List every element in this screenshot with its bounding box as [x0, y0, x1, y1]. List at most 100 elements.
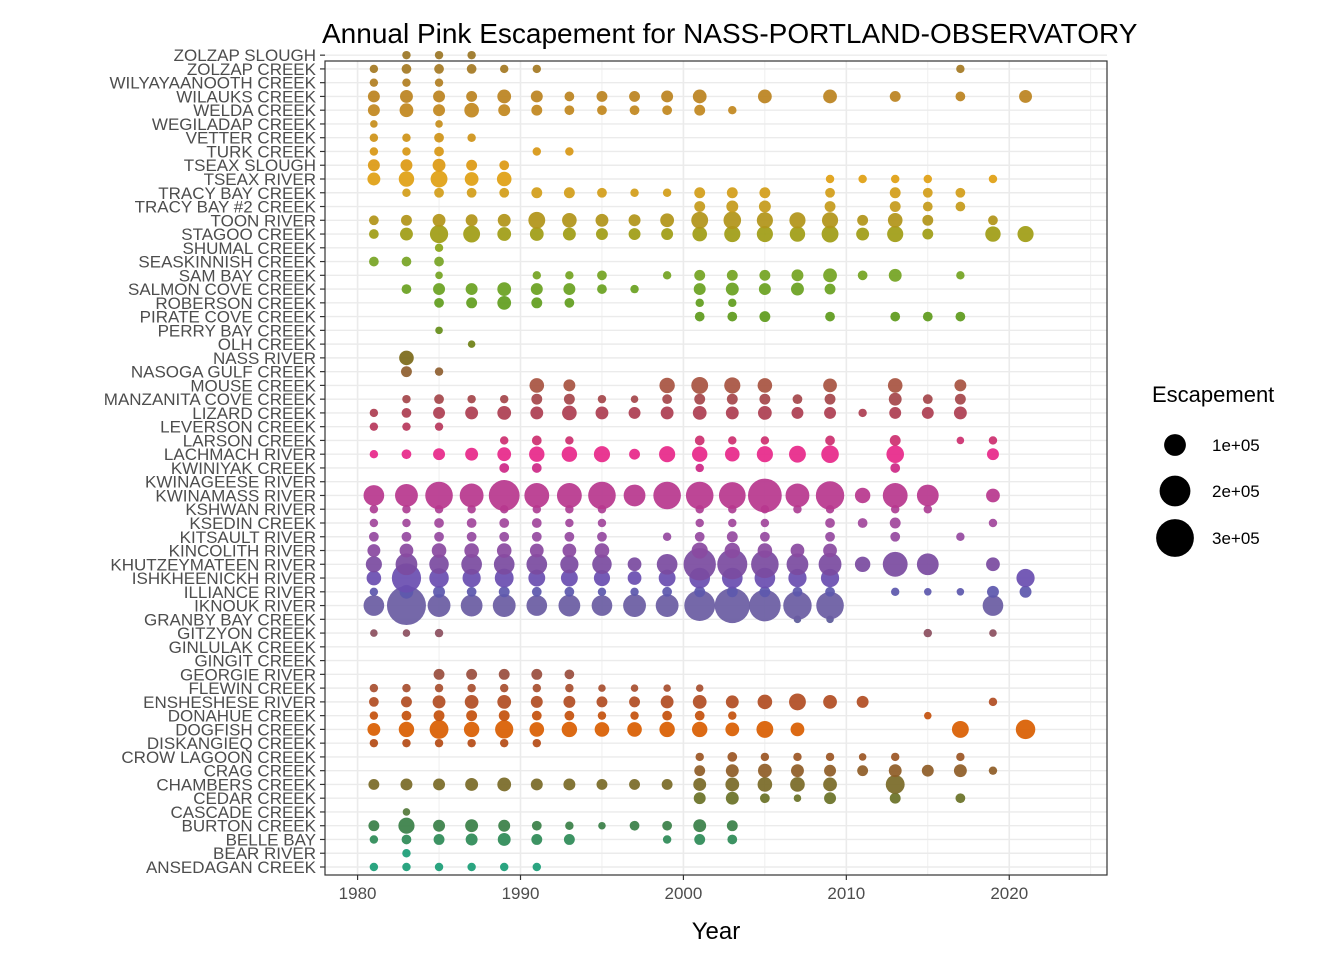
data-point — [694, 834, 706, 845]
data-point — [562, 543, 577, 558]
data-point — [401, 284, 412, 294]
data-point — [400, 89, 413, 103]
data-point — [493, 553, 515, 575]
data-point — [662, 394, 673, 405]
y-tick-label: WELDA CREEK — [193, 101, 316, 120]
data-point — [563, 283, 576, 296]
data-point — [783, 591, 812, 620]
data-point — [597, 518, 607, 528]
y-tick-label: OLH CREEK — [218, 335, 317, 354]
x-tick-label: 2020 — [990, 884, 1028, 903]
data-point — [825, 174, 835, 184]
y-tick-label: TRACY BAY #2 CREEK — [135, 198, 317, 217]
y-tick-label: GITZYON CREEK — [177, 624, 317, 643]
data-point — [597, 711, 607, 720]
data-point — [402, 862, 411, 872]
data-point — [402, 78, 411, 87]
data-point — [529, 227, 544, 241]
data-point — [725, 764, 739, 778]
data-point — [727, 752, 738, 762]
data-point — [529, 543, 544, 558]
data-point — [660, 695, 674, 709]
data-point — [401, 256, 412, 267]
data-point — [526, 595, 548, 616]
data-point — [629, 696, 640, 708]
data-point — [530, 283, 543, 296]
data-point — [402, 683, 411, 693]
data-point — [367, 90, 380, 103]
data-point — [531, 586, 542, 597]
data-point — [694, 269, 706, 281]
data-point — [823, 777, 837, 792]
data-point — [498, 668, 510, 680]
data-point — [431, 543, 447, 558]
data-point — [401, 696, 412, 708]
y-tick-label: LACHMACH RIVER — [164, 445, 316, 464]
y-tick-label: LEVERSON CREEK — [160, 418, 317, 437]
data-point — [890, 463, 901, 473]
data-point — [495, 720, 514, 739]
data-point — [402, 394, 411, 404]
data-point — [466, 64, 477, 74]
data-point — [401, 449, 412, 460]
data-point — [596, 696, 608, 708]
data-point — [433, 710, 445, 722]
data-point — [825, 586, 835, 597]
data-point — [953, 406, 967, 420]
data-point — [433, 104, 446, 117]
data-point — [793, 794, 802, 802]
y-tick-label: BEAR RIVER — [213, 844, 316, 863]
y-tick-label: LIZARD CREEK — [192, 404, 316, 423]
data-point — [531, 297, 543, 309]
legend: Escapement 1e+05 2e+05 3e+05 — [1152, 382, 1274, 557]
data-point — [1016, 568, 1035, 588]
data-point — [662, 835, 672, 844]
data-point — [526, 553, 548, 575]
y-tick-label: BELLE BAY — [226, 830, 316, 849]
y-tick-label: KINCOLITH RIVER — [169, 542, 316, 561]
data-point — [659, 446, 676, 463]
data-point — [564, 586, 575, 597]
data-point — [499, 518, 510, 528]
data-point — [728, 711, 737, 720]
data-point — [562, 227, 576, 241]
data-point — [759, 393, 771, 405]
data-point — [402, 147, 411, 156]
y-tick-label: SEASKINNISH CREEK — [138, 253, 316, 272]
y-tick-label: WEGILADAP CREEK — [152, 115, 317, 134]
data-point — [695, 298, 704, 308]
data-point — [988, 436, 998, 445]
data-point — [955, 311, 966, 322]
data-point — [435, 326, 443, 335]
data-point — [532, 64, 542, 74]
data-point — [369, 408, 379, 418]
data-point — [1017, 225, 1034, 243]
data-point — [434, 394, 444, 405]
data-point — [790, 722, 805, 737]
data-point — [367, 104, 380, 117]
data-point — [921, 406, 934, 419]
data-point — [792, 394, 803, 405]
data-point — [757, 777, 773, 792]
data-point — [747, 478, 782, 513]
data-point — [889, 792, 901, 804]
data-point — [433, 834, 445, 845]
data-point — [530, 90, 543, 103]
y-tick-label: ILLIANCE RIVER — [184, 583, 316, 602]
data-point — [630, 188, 639, 197]
data-point — [401, 366, 412, 378]
data-point — [659, 721, 675, 738]
data-point — [786, 553, 809, 576]
data-point — [627, 557, 642, 572]
data-point — [558, 594, 581, 617]
y-tick-label: VETTER CREEK — [186, 129, 317, 148]
data-point — [951, 720, 969, 738]
data-point — [890, 174, 900, 184]
data-point — [532, 271, 542, 280]
data-point — [785, 483, 810, 508]
data-point — [531, 435, 542, 446]
data-point — [400, 227, 413, 241]
data-point — [492, 594, 516, 617]
data-point — [593, 446, 611, 463]
data-point — [887, 212, 903, 228]
